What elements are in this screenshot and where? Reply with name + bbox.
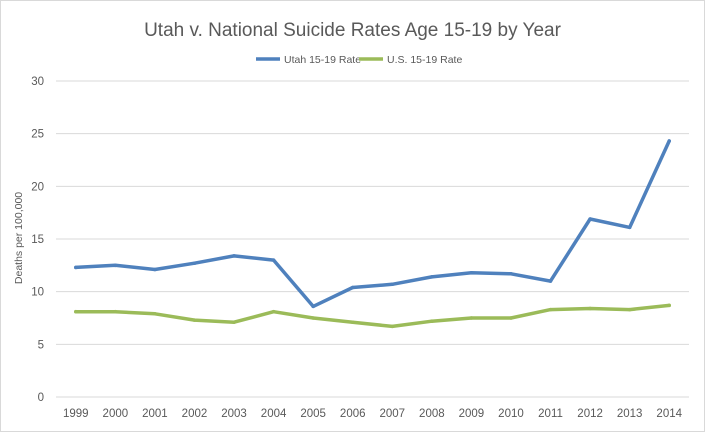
data-point	[232, 320, 236, 324]
x-tick-label: 2009	[459, 408, 485, 420]
x-tick-label: 2007	[379, 408, 405, 420]
series-lines	[74, 139, 671, 329]
x-tick-label: 2010	[498, 408, 524, 420]
y-tick-label: 5	[38, 339, 44, 351]
data-point	[627, 307, 632, 312]
x-tick-label: 2001	[142, 408, 168, 420]
data-point	[667, 303, 671, 308]
data-point	[271, 258, 276, 262]
y-axis-ticks: 0 5 10 15 20 25 30	[31, 76, 44, 404]
legend: Utah 15-19 Rate U.S. 15-19 Rate	[256, 54, 462, 66]
data-point	[350, 320, 355, 324]
data-point	[74, 309, 78, 314]
gridlines	[56, 80, 689, 398]
data-point	[509, 272, 513, 276]
data-point	[430, 319, 434, 323]
data-point	[627, 225, 632, 230]
x-tick-label: 2012	[577, 408, 603, 420]
data-point	[232, 254, 236, 258]
x-tick-label: 2004	[261, 408, 287, 420]
data-point	[548, 307, 553, 312]
series-utah	[74, 139, 671, 309]
data-point	[350, 285, 355, 290]
data-point	[667, 139, 671, 143]
legend-label-us: U.S. 15-19 Rate	[387, 54, 462, 66]
data-point	[113, 263, 118, 268]
data-point	[588, 306, 592, 311]
x-axis-ticks: 1999 2000 2001 2002 2003 2004 2005 2006 2007 2008…	[63, 408, 683, 420]
data-point	[390, 282, 395, 287]
y-tick-label: 30	[31, 76, 44, 88]
data-point	[548, 279, 553, 283]
x-tick-label: 2003	[221, 408, 247, 420]
x-tick-label: 2005	[300, 408, 326, 420]
data-point	[74, 265, 78, 270]
data-point	[311, 304, 315, 309]
x-tick-label: 2000	[103, 408, 129, 420]
data-point	[311, 316, 315, 320]
y-tick-label: 15	[31, 234, 44, 246]
y-tick-label: 0	[38, 392, 44, 404]
data-point	[430, 275, 434, 279]
data-point	[469, 270, 474, 275]
data-point	[271, 309, 276, 314]
data-point	[113, 309, 118, 314]
x-tick-label: 2014	[656, 408, 682, 420]
x-tick-label: 2011	[538, 408, 563, 420]
series-us	[74, 303, 671, 329]
y-tick-label: 10	[31, 287, 44, 299]
data-point	[192, 261, 197, 265]
x-tick-label: 2008	[419, 408, 445, 420]
data-point	[469, 316, 474, 320]
series-line	[74, 139, 671, 309]
y-tick-label: 25	[31, 129, 44, 141]
y-tick-label: 20	[31, 181, 44, 193]
x-tick-label: 2013	[617, 408, 643, 420]
data-point	[509, 316, 513, 320]
series-line	[74, 303, 671, 329]
y-axis-title: Deaths per 100,000	[13, 192, 25, 284]
data-point	[390, 324, 395, 329]
x-tick-label: 2006	[340, 408, 366, 420]
legend-label-utah: Utah 15-19 Rate	[284, 54, 361, 66]
data-point	[153, 312, 157, 316]
data-point	[192, 318, 197, 322]
x-tick-label: 1999	[63, 408, 89, 420]
data-point	[153, 267, 157, 272]
x-tick-label: 2002	[182, 408, 208, 420]
chart-title: Utah v. National Suicide Rates Age 15-19…	[144, 20, 562, 41]
data-point	[588, 217, 592, 221]
